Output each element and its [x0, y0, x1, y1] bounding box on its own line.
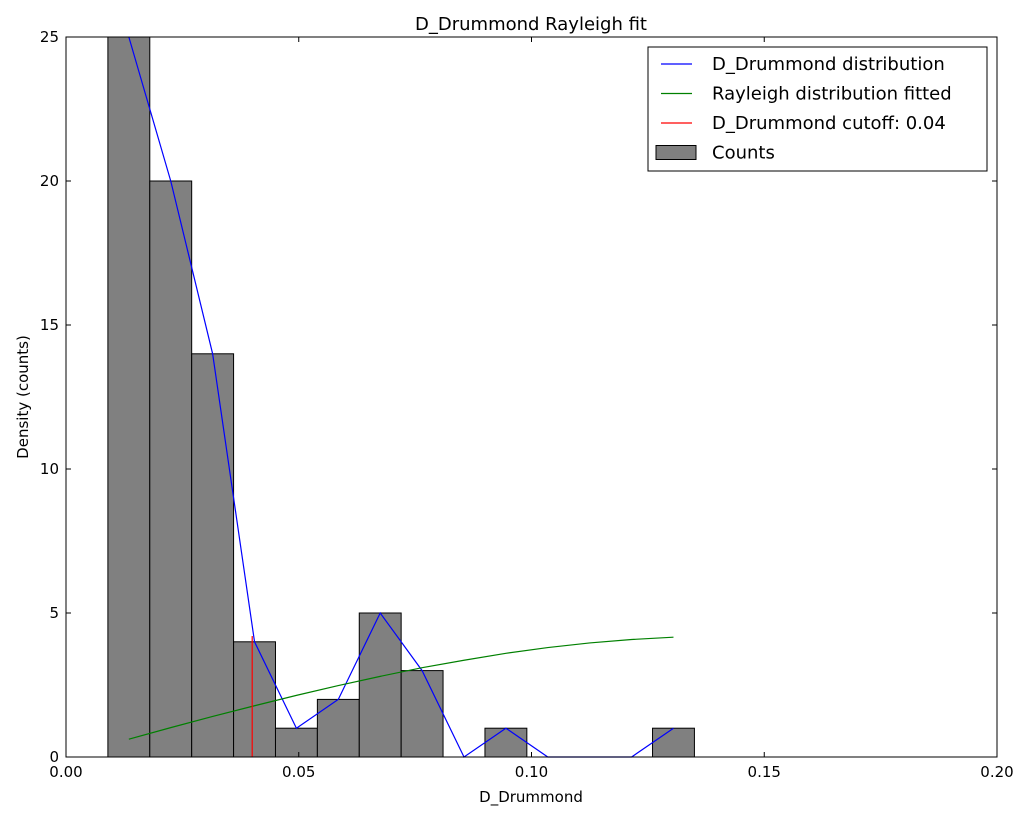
histogram-bar [107, 36, 151, 758]
histogram-bar [484, 727, 528, 758]
x-tick-label: 0.15 [748, 763, 781, 781]
histogram-bar [358, 612, 402, 758]
histogram-bar [652, 727, 695, 758]
histogram-bar [400, 670, 444, 758]
histogram-bar [233, 641, 276, 758]
y-tick-label: 0 [49, 748, 59, 766]
histogram-bar [191, 353, 235, 758]
legend-swatch [655, 145, 697, 160]
y-tick-label: 20 [40, 172, 59, 190]
legend-label: D_Drummond cutoff: 0.04 [712, 113, 946, 134]
legend-label: Rayleigh distribution fitted [712, 84, 952, 105]
legend-label: D_Drummond distribution [712, 54, 945, 75]
histogram-bars [107, 36, 695, 758]
histogram-bar [149, 180, 193, 758]
histogram-bar [316, 698, 360, 758]
y-tick-label: 25 [40, 28, 59, 46]
legend-box [647, 46, 988, 172]
x-tick-label: 0.10 [515, 763, 548, 781]
chart-title: D_Drummond Rayleigh fit [415, 14, 647, 35]
series-line-1 [128, 636, 674, 740]
legend: D_Drummond distribution Rayleigh distribu… [647, 46, 988, 172]
x-tick-label: 0.00 [49, 763, 82, 781]
y-tick-label: 10 [40, 460, 59, 478]
y-tick-label: 15 [40, 316, 59, 334]
x-axis-ticks: 0.00 0.05 0.10 0.15 0.20 [49, 37, 1014, 781]
y-axis-label: Density (counts) [14, 335, 32, 459]
x-tick-label: 0.05 [282, 763, 315, 781]
legend-label: Counts [712, 143, 775, 164]
x-tick-label: 0.20 [980, 763, 1013, 781]
y-axis-ticks: 0 5 10 15 20 25 [40, 28, 997, 766]
y-tick-label: 5 [49, 604, 59, 622]
histogram-bar [274, 727, 318, 758]
x-axis-label: D_Drummond [479, 788, 583, 807]
